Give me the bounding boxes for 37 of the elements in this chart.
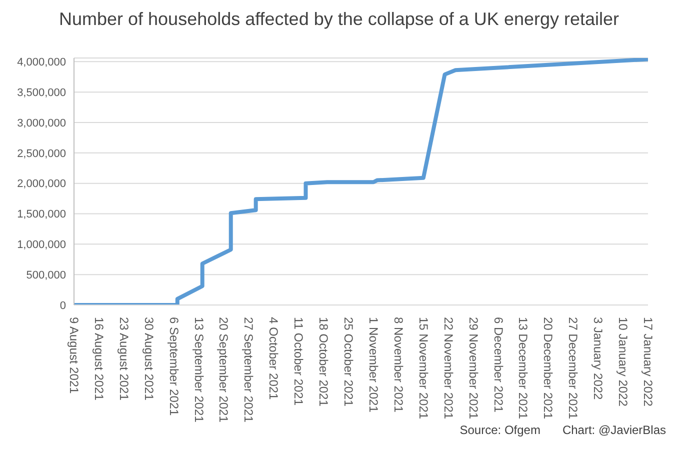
line-series xyxy=(74,58,648,305)
y-tick-label: 3,500,000 xyxy=(17,86,66,99)
x-tick-label: 1 November 2021 xyxy=(366,317,380,413)
x-tick-label: 9 August 2021 xyxy=(67,317,81,394)
source-note: Source: Ofgem xyxy=(460,423,540,437)
y-tick-label: 1,000,000 xyxy=(17,239,66,252)
x-tick-label: 16 August 2021 xyxy=(92,317,106,401)
y-tick-label: 0 xyxy=(60,300,66,312)
y-tick-label: 2,500,000 xyxy=(17,148,66,160)
x-tick-label: 13 December 2021 xyxy=(516,317,530,420)
x-tick-label: 30 August 2021 xyxy=(142,317,156,401)
y-tick-label: 3,000,000 xyxy=(17,117,66,130)
x-tick-label: 15 November 2021 xyxy=(416,317,430,420)
y-tick-label: 2,000,000 xyxy=(17,178,66,190)
x-tick-label: 23 August 2021 xyxy=(116,317,131,401)
x-tick-label: 11 October 2021 xyxy=(292,317,306,406)
x-tick-label: 13 September 2021 xyxy=(192,317,206,423)
x-tick-label: 17 January 2022 xyxy=(641,317,655,407)
y-tick-label: 500,000 xyxy=(26,269,66,282)
x-tick-label: 20 September 2021 xyxy=(216,317,231,423)
x-tick-label: 8 November 2021 xyxy=(391,317,406,413)
x-tick-label: 20 December 2021 xyxy=(541,317,556,420)
x-tick-label: 4 October 2021 xyxy=(266,317,281,400)
x-tick-label: 22 November 2021 xyxy=(441,317,456,420)
chart-title: Number of households affected by the collapse of a UK energy retailer xyxy=(58,8,620,31)
text: Chart: @JavierBlas xyxy=(562,423,666,437)
x-tick-label: 27 September 2021 xyxy=(242,317,256,423)
x-tick-label: 29 November 2021 xyxy=(466,317,480,420)
x-tick-label: 10 January 2022 xyxy=(616,317,630,407)
y-tick-label: 4,000,000 xyxy=(17,56,66,69)
y-tick-label: 1,500,000 xyxy=(17,208,66,221)
x-tick-label: 6 December 2021 xyxy=(491,317,506,413)
x-tick-label: 6 September 2021 xyxy=(166,317,181,416)
x-tick-label: 18 October 2021 xyxy=(316,317,331,407)
x-tick-label: 27 December 2021 xyxy=(566,317,580,420)
x-tick-label: 3 January 2022 xyxy=(591,317,606,400)
x-tick-label: 25 October 2021 xyxy=(342,317,356,407)
